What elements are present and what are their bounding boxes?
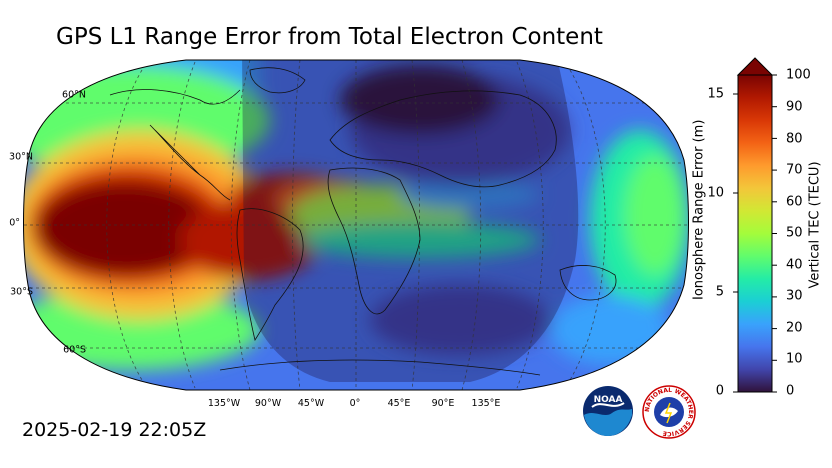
tec-tick-100: 100 — [786, 67, 811, 83]
tec-axis-label: Vertical TEC (TECU) — [807, 161, 823, 289]
tec-tick-0: 0 — [786, 383, 795, 399]
lat-label-60n: 60°N — [62, 89, 86, 101]
tec-tick-50: 50 — [786, 225, 803, 241]
tec-tick-60: 60 — [786, 194, 803, 210]
range-tick-0: 0 — [715, 383, 724, 399]
tec-tick-10: 10 — [786, 351, 803, 367]
tec-tick-30: 30 — [786, 288, 803, 304]
lon-label-0: 0° — [349, 398, 361, 409]
map-title: GPS L1 Range Error from Total Electron C… — [56, 24, 603, 50]
night-shade — [242, 60, 579, 382]
tec-tick-70: 70 — [786, 162, 803, 178]
tec-tick-40: 40 — [786, 257, 803, 273]
timestamp: 2025-02-19 22:05Z — [22, 419, 207, 441]
range-tick-15: 15 — [707, 86, 724, 102]
colorbar-gradient — [733, 57, 777, 393]
lon-label-45w: 45°W — [297, 398, 325, 409]
noaa-logo: NOAA — [583, 386, 633, 436]
lat-label-30n: 30°N — [9, 151, 33, 163]
lon-label-90w: 90°W — [254, 398, 282, 409]
colorbar-bar — [737, 74, 773, 393]
tec-field — [23, 60, 689, 390]
lon-label-45e: 45°E — [387, 398, 411, 409]
coastlines — [109, 67, 617, 376]
lat-label-0: 0° — [9, 217, 20, 229]
colorbar — [733, 57, 777, 393]
lon-label-135w: 135°W — [207, 398, 241, 409]
tec-tick-90: 90 — [786, 99, 803, 115]
tec-tick-80: 80 — [786, 131, 803, 147]
lat-label-60s: 60°S — [63, 344, 86, 356]
range-tick-10: 10 — [707, 185, 724, 201]
range-tick-5: 5 — [715, 284, 724, 300]
lat-label-30s: 30°S — [10, 286, 33, 298]
range-error-axis-label: Ionosphere Range Error (m) — [691, 119, 707, 300]
nws-logo: NATIONAL WEATHER SERVICE — [642, 385, 696, 439]
noaa-logo-text: NOAA — [594, 395, 623, 405]
lon-label-90e: 90°E — [431, 398, 455, 409]
colorbar-extend-arrow — [736, 57, 774, 76]
lon-label-135e: 135°E — [471, 398, 501, 409]
tec-tick-20: 20 — [786, 320, 803, 336]
